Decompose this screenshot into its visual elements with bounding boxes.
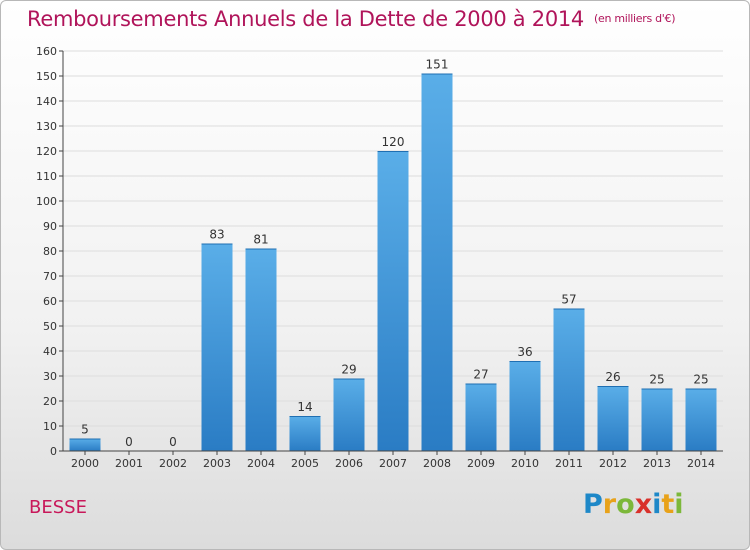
chart-title: Remboursements Annuels de la Dette de 20… (27, 7, 675, 31)
bar-2007 (377, 151, 409, 451)
logo-letter: P (583, 489, 603, 520)
x-tick-label-2004: 2004 (247, 457, 275, 470)
label-layer: 5 0 0 83 81 14 29 120 151 27 36 57 26 25 25 (81, 58, 708, 450)
bar-2009 (465, 383, 497, 451)
bar-2011 (553, 308, 585, 451)
x-tick-label-2009: 2009 (467, 457, 495, 470)
y-tick-label: 90 (43, 220, 57, 233)
chart-title-text: Remboursements Annuels de la Dette de 20… (27, 7, 584, 31)
x-tick-label-2003: 2003 (203, 457, 231, 470)
x-tick-label-2011: 2011 (555, 457, 583, 470)
bar-2010 (509, 361, 541, 451)
y-tick-label: 110 (36, 170, 57, 183)
y-tick-label: 100 (36, 195, 57, 208)
logo-letter: x (634, 489, 653, 520)
bar-2014 (685, 388, 717, 451)
data-label-2013: 25 (649, 373, 664, 387)
x-tick-label-2008: 2008 (423, 457, 451, 470)
bar-2013 (641, 388, 673, 451)
data-label-2009: 27 (473, 368, 488, 382)
x-tick-label-2006: 2006 (335, 457, 363, 470)
logo-letter: i (652, 489, 662, 520)
commune-name: BESSE (29, 497, 87, 518)
data-label-2006: 29 (341, 363, 356, 377)
bar-2012 (597, 386, 629, 451)
y-tick-label: 0 (50, 445, 57, 458)
data-label-2003: 83 (209, 228, 224, 242)
y-tick-label: 150 (36, 70, 57, 83)
data-label-2014: 25 (693, 373, 708, 387)
y-tick-label: 50 (43, 320, 57, 333)
bar-layer (69, 73, 717, 451)
bar-2004 (245, 248, 277, 451)
x-tick-label-2013: 2013 (643, 457, 671, 470)
data-label-2008: 151 (426, 58, 449, 72)
data-label-2001: 0 (125, 435, 133, 449)
data-label-2004: 81 (253, 233, 268, 247)
chart-unit: (en milliers d'€) (594, 12, 676, 25)
data-label-2002: 0 (169, 435, 177, 449)
bar-2008 (421, 73, 453, 451)
y-tick-label: 120 (36, 145, 57, 158)
data-label-2005: 14 (297, 400, 312, 414)
axis-layer: 0102030405060708090100110120130140150160… (36, 45, 723, 470)
y-tick-label: 80 (43, 245, 57, 258)
y-tick-label: 20 (43, 395, 57, 408)
x-tick-label-2000: 2000 (71, 457, 99, 470)
data-label-2012: 26 (605, 370, 620, 384)
data-label-2011: 57 (561, 293, 576, 307)
y-tick-label: 160 (36, 45, 57, 58)
logo-letter: o (616, 489, 635, 520)
data-label-2007: 120 (382, 135, 405, 149)
bar-2003 (201, 243, 233, 451)
x-tick-label-2007: 2007 (379, 457, 407, 470)
logo-letter: i (674, 489, 684, 520)
x-tick-label-2002: 2002 (159, 457, 187, 470)
x-tick-label-2014: 2014 (687, 457, 715, 470)
proxiti-logo: Proxiti (583, 489, 684, 520)
x-tick-label-2001: 2001 (115, 457, 143, 470)
y-tick-label: 30 (43, 370, 57, 383)
y-tick-label: 60 (43, 295, 57, 308)
logo-letter: t (661, 489, 675, 520)
x-tick-label-2012: 2012 (599, 457, 627, 470)
data-label-2010: 36 (517, 345, 532, 359)
logo-letter: r (602, 489, 617, 520)
y-tick-label: 40 (43, 345, 57, 358)
y-tick-label: 10 (43, 420, 57, 433)
data-label-2000: 5 (81, 423, 89, 437)
bar-2000 (69, 438, 101, 451)
x-tick-label-2010: 2010 (511, 457, 539, 470)
y-tick-label: 140 (36, 95, 57, 108)
bar-2006 (333, 378, 365, 451)
y-tick-label: 70 (43, 270, 57, 283)
bar-2005 (289, 416, 321, 451)
x-tick-label-2005: 2005 (291, 457, 319, 470)
y-tick-label: 130 (36, 120, 57, 133)
